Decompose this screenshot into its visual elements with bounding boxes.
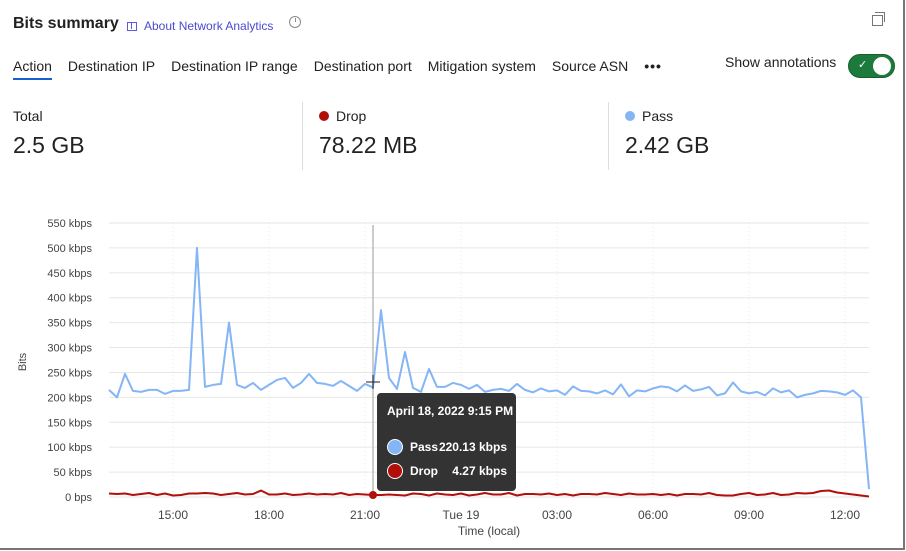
clock-icon[interactable] — [289, 16, 301, 28]
check-icon: ✓ — [858, 59, 868, 71]
divider — [608, 102, 609, 170]
tab-destination-ip-range[interactable]: Destination IP range — [171, 58, 298, 74]
pass-legend-dot — [625, 111, 635, 121]
y-tick-label: 150 kbps — [47, 417, 92, 429]
stat-pass-value: 2.42 GB — [625, 132, 710, 158]
x-tick-label: 06:00 — [638, 508, 668, 522]
tooltip-row-drop: Drop 4.27 kbps — [387, 463, 507, 479]
y-tick-label: 350 kbps — [47, 318, 92, 330]
x-tick-label: Tue 19 — [443, 508, 480, 522]
stat-total: Total 2.5 GB — [13, 108, 85, 159]
x-tick-label: 15:00 — [158, 508, 188, 522]
tab-source-asn[interactable]: Source ASN — [551, 58, 629, 74]
book-icon — [127, 21, 137, 31]
show-annotations-toggle[interactable]: ✓ — [848, 54, 895, 78]
tooltip-pass-label: Pass — [410, 440, 439, 454]
drop-dot-icon — [387, 463, 403, 479]
tab-action[interactable]: Action — [13, 58, 52, 80]
y-tick-label: 100 kbps — [47, 442, 92, 454]
x-tick-label: 12:00 — [830, 508, 860, 522]
stat-drop: Drop 78.22 MB — [319, 108, 417, 159]
stat-pass: Pass 2.42 GB — [625, 108, 709, 159]
stat-total-value: 2.5 GB — [13, 132, 85, 158]
x-tick-label: 03:00 — [542, 508, 572, 522]
show-annotations-label: Show annotations — [725, 54, 837, 70]
tooltip-drop-label: Drop — [410, 464, 438, 478]
y-tick-label: 300 kbps — [47, 343, 92, 355]
y-tick-label: 50 kbps — [53, 467, 92, 479]
stat-total-label: Total — [13, 108, 43, 124]
page-title: Bits summary — [13, 15, 119, 32]
tooltip-title: April 18, 2022 9:15 PM — [387, 404, 514, 418]
stat-drop-value: 78.22 MB — [319, 132, 418, 158]
x-tick-label: 21:00 — [350, 508, 380, 522]
x-axis-label: Time (local) — [458, 524, 520, 538]
y-tick-label: 250 kbps — [47, 367, 92, 379]
tooltip-drop-value: 4.27 kbps — [452, 464, 507, 478]
tooltip-pass-value: 220.13 kbps — [438, 440, 507, 454]
tooltip-row-pass: Pass 220.13 kbps — [387, 439, 507, 455]
y-tick-label: 0 bps — [65, 492, 92, 504]
stat-drop-label: Drop — [336, 108, 367, 124]
chart-tooltip: April 18, 2022 9:15 PM Pass 220.13 kbps D… — [377, 393, 516, 491]
drop-legend-dot — [319, 111, 329, 121]
series-line-drop — [108, 489, 870, 498]
about-link-label: About Network Analytics — [144, 19, 274, 33]
hover-point-drop — [369, 491, 377, 500]
y-tick-label: 400 kbps — [47, 293, 92, 305]
more-tabs-button[interactable]: ••• — [644, 58, 662, 74]
tab-destination-port[interactable]: Destination port — [313, 58, 412, 74]
copy-icon[interactable] — [872, 12, 885, 26]
series-line-pass — [108, 246, 870, 490]
y-tick-label: 450 kbps — [47, 268, 92, 280]
pass-dot-icon — [387, 439, 403, 455]
tab-bar: Action Destination IP Destination IP ran… — [13, 58, 662, 80]
y-tick-label: 550 kbps — [47, 218, 92, 230]
y-axis-label: Bits — [17, 352, 29, 371]
tab-mitigation-system[interactable]: Mitigation system — [427, 58, 536, 74]
x-tick-label: 18:00 — [254, 508, 284, 522]
y-tick-label: 200 kbps — [47, 392, 92, 404]
stat-pass-label: Pass — [642, 108, 674, 124]
divider — [302, 102, 303, 170]
crosshair-cursor-icon — [366, 375, 380, 389]
about-link[interactable]: About Network Analytics — [127, 19, 273, 33]
toggle-knob — [873, 57, 891, 75]
y-tick-label: 500 kbps — [47, 243, 92, 255]
tab-destination-ip[interactable]: Destination IP — [67, 58, 156, 74]
x-tick-label: 09:00 — [734, 508, 764, 522]
